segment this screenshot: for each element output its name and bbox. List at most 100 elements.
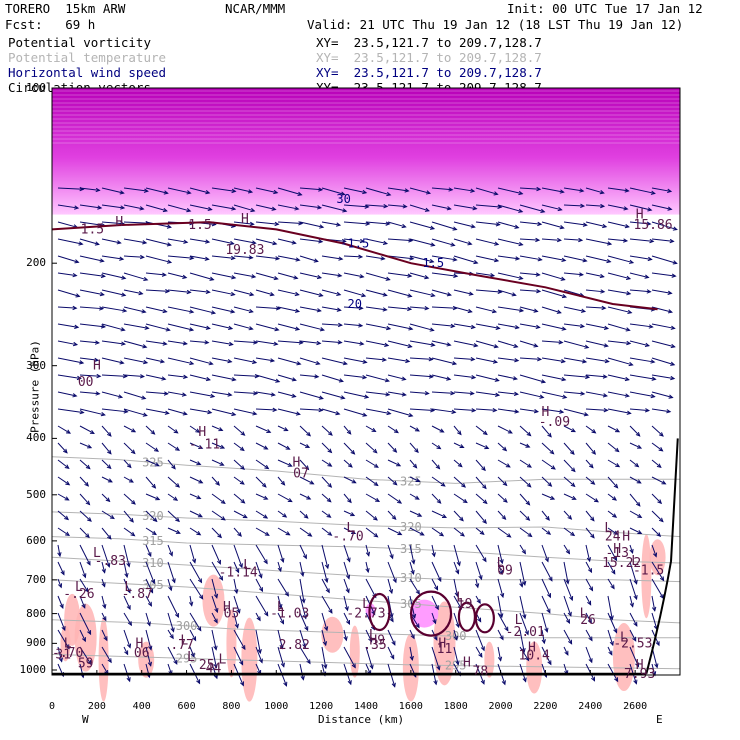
circulation-vector-head <box>335 410 341 416</box>
circulation-vector <box>365 187 391 196</box>
circulation-vector <box>145 374 166 380</box>
circulation-vector <box>101 459 112 469</box>
circulation-vector <box>585 612 592 624</box>
circulation-vector <box>475 595 481 604</box>
circulation-vector-head <box>471 408 477 413</box>
circulation-vector <box>453 527 465 537</box>
circulation-vector-head <box>302 614 308 620</box>
circulation-vector <box>563 510 572 520</box>
circulation-vector-head <box>359 238 365 244</box>
circulation-vector <box>541 289 567 298</box>
circulation-vector <box>277 272 298 279</box>
circulation-vector <box>57 578 62 588</box>
circulation-vector-head <box>127 621 132 627</box>
circulation-vector <box>299 204 322 209</box>
circulation-vector <box>497 459 511 468</box>
pv-extremum-label: 26 <box>580 613 596 628</box>
circulation-vector <box>189 289 210 293</box>
circulation-vector-head <box>383 204 389 209</box>
circulation-vector <box>365 459 379 468</box>
circulation-vector-head <box>119 256 125 261</box>
x-tick-label: 2400 <box>578 701 603 712</box>
circulation-vector <box>123 595 131 610</box>
circulation-vector <box>651 187 672 192</box>
circulation-vector-head <box>452 257 458 262</box>
circulation-vector-head <box>624 223 630 229</box>
circulation-vector-head <box>524 630 529 636</box>
circulation-vector-head <box>249 221 255 227</box>
circulation-vector <box>607 510 617 518</box>
circulation-vector-head <box>239 480 245 485</box>
circulation-vector-head <box>116 240 122 245</box>
circulation-vector <box>145 238 171 246</box>
circulation-vector <box>299 646 311 664</box>
circulation-vector-head <box>473 259 479 265</box>
circulation-vector-head <box>106 431 112 437</box>
circulation-vector-head <box>100 412 106 417</box>
circulation-vector-head <box>340 395 346 400</box>
circulation-vector <box>475 629 485 651</box>
circulation-vector <box>277 238 296 244</box>
circulation-vector-head <box>294 291 300 297</box>
legend-wind-name: Horizontal wind speed <box>8 65 167 80</box>
pv-extremum-label: L <box>219 653 227 668</box>
pv-extremum-label: H <box>223 600 231 615</box>
circulation-vector-head <box>603 325 610 330</box>
circulation-vector <box>365 578 377 598</box>
circulation-vector-head <box>432 619 437 625</box>
circulation-vector-head <box>239 660 244 666</box>
circulation-vector-head <box>162 207 168 213</box>
x-tick-label: 1600 <box>398 701 423 712</box>
theta-contour-label: 325 <box>400 474 422 488</box>
circulation-vector <box>233 340 258 344</box>
circulation-vector <box>101 629 108 641</box>
circulation-vector <box>365 544 370 556</box>
pv-extremum-label: L <box>497 556 505 571</box>
circulation-vector <box>497 561 503 575</box>
circulation-vector-head <box>494 257 500 263</box>
circulation-vector <box>123 561 128 578</box>
circulation-vector <box>651 544 657 557</box>
circulation-vector-head <box>651 376 657 381</box>
circulation-vector <box>387 442 397 453</box>
circulation-vector <box>541 510 550 521</box>
wind-contour-label: 1.5 <box>422 256 444 270</box>
pv-extremum-label: .35 <box>363 638 386 653</box>
circulation-vector <box>607 391 629 397</box>
circulation-vector-head <box>189 327 195 332</box>
circulation-vector <box>585 306 606 309</box>
circulation-vector-head <box>102 616 107 622</box>
circulation-vector-head <box>565 549 571 555</box>
circulation-vector <box>233 646 244 665</box>
circulation-vector <box>189 357 213 365</box>
circulation-vector <box>211 595 218 613</box>
pv-extremum-label: 19 <box>457 597 473 612</box>
circulation-vector-head <box>467 241 473 246</box>
circulation-vector-head <box>609 641 614 647</box>
y-tick-label: 800 <box>26 606 46 620</box>
pv-extremum-label: H <box>293 455 301 470</box>
circulation-vector-head <box>182 274 188 279</box>
circulation-vector-head <box>384 342 390 348</box>
circulation-vector-head <box>231 377 237 382</box>
circulation-vector-head <box>322 641 328 647</box>
circulation-vector-head <box>84 481 90 487</box>
circulation-vector <box>387 187 409 192</box>
circulation-vector <box>233 595 240 613</box>
pv-extremum-label: 06 <box>134 646 150 661</box>
circulation-vector-head <box>584 344 590 349</box>
circulation-vector-head <box>429 225 436 230</box>
circulation-vector-head <box>205 376 211 382</box>
circulation-vector <box>299 493 311 500</box>
circulation-vector <box>145 510 158 522</box>
circulation-vector <box>145 459 159 467</box>
circulation-vector <box>651 408 671 413</box>
circulation-vector-head <box>231 275 237 280</box>
circulation-vector-head <box>397 499 403 504</box>
circulation-vector <box>277 289 299 296</box>
circulation-vector <box>343 374 367 379</box>
circulation-vector <box>563 408 588 416</box>
circulation-vector <box>145 578 154 593</box>
circulation-vector <box>145 255 172 263</box>
circulation-vector <box>189 204 212 211</box>
